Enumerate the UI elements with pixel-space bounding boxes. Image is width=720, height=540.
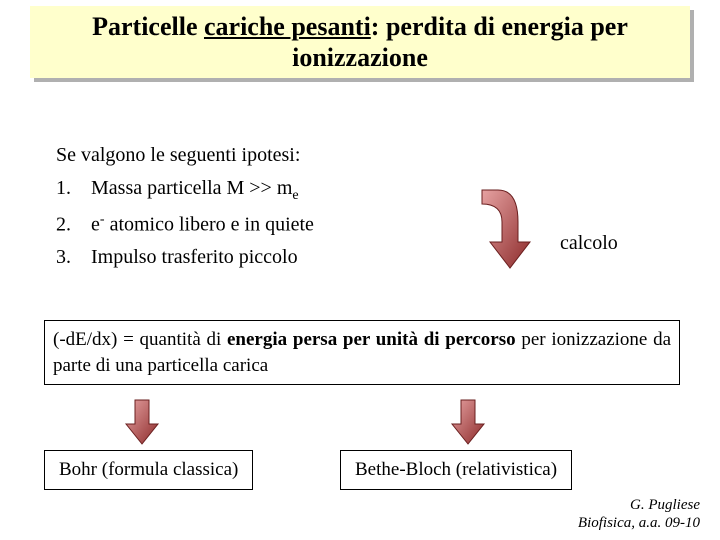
- footer-course: Biofisica, a.a. 09-10: [578, 514, 700, 532]
- result-bethe-box: Bethe-Bloch (relativistica): [340, 450, 572, 490]
- footer-author: G. Pugliese: [578, 496, 700, 514]
- hypothesis-1: 1. Massa particella M >> me: [56, 173, 314, 207]
- down-arrow-icon: [450, 398, 486, 446]
- hypothesis-2: 2. e- atomico libero e in quiete: [56, 209, 314, 241]
- title-underlined: cariche pesanti: [204, 12, 371, 41]
- title-box: Particelle cariche pesanti: perdita di e…: [30, 6, 690, 78]
- definition-bold: energia persa per unità di percorso: [227, 329, 516, 350]
- result-bethe: Bethe-Bloch (relativistica): [355, 459, 557, 480]
- calcolo-label: calcolo: [560, 232, 618, 255]
- definition-lhs: (-dE/dx): [53, 329, 117, 350]
- title-prefix: Particelle: [92, 12, 204, 41]
- hypothesis-3: 3. Impulso trasferito piccolo: [56, 242, 314, 273]
- result-bohr: Bohr (formula classica): [59, 459, 238, 480]
- result-bohr-box: Bohr (formula classica): [44, 450, 253, 490]
- down-arrow-icon: [124, 398, 160, 446]
- curved-arrow-icon: [474, 186, 534, 272]
- definition-box: (-dE/dx) = quantità di energia persa per…: [44, 320, 680, 385]
- page-title: Particelle cariche pesanti: perdita di e…: [50, 11, 670, 73]
- footer: G. Pugliese Biofisica, a.a. 09-10: [578, 496, 700, 532]
- hypotheses-block: Se valgono le seguenti ipotesi: 1. Massa…: [56, 140, 314, 275]
- hypotheses-intro: Se valgono le seguenti ipotesi:: [56, 140, 314, 171]
